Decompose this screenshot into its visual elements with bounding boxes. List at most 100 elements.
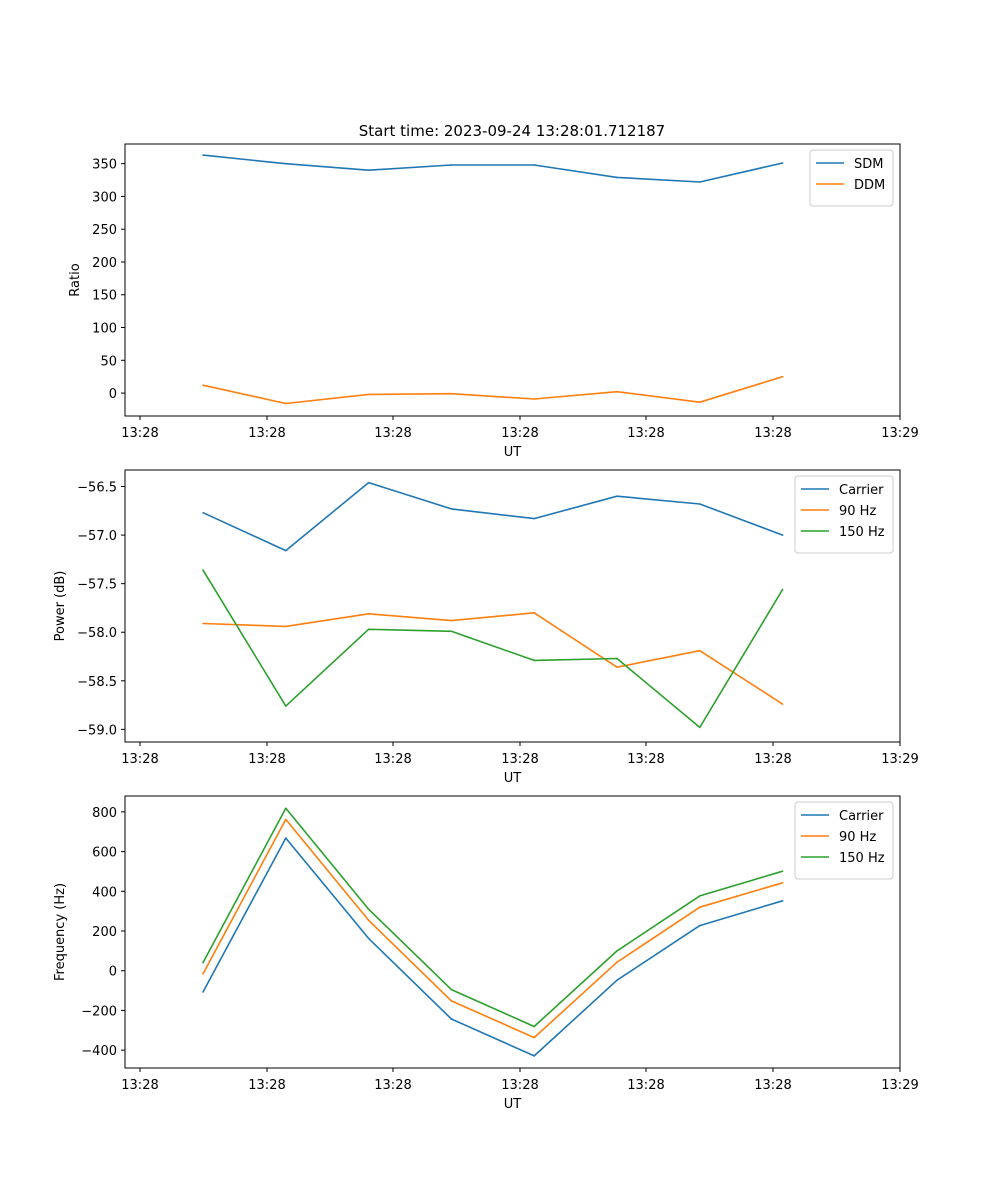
y-tick-label: 800 bbox=[92, 806, 117, 821]
data-point bbox=[367, 612, 370, 615]
data-point bbox=[450, 1000, 453, 1002]
data-point bbox=[202, 569, 204, 571]
data-point bbox=[699, 906, 701, 908]
data-point bbox=[616, 950, 618, 952]
data-point bbox=[285, 162, 287, 165]
y-tick-label: 200 bbox=[92, 925, 117, 940]
data-point bbox=[285, 625, 287, 628]
series-line bbox=[202, 818, 783, 1039]
data-point bbox=[285, 705, 287, 707]
data-point bbox=[285, 549, 287, 552]
y-tick-label: −57.0 bbox=[77, 529, 117, 544]
x-axis-label: UT bbox=[504, 1097, 522, 1112]
legend-frame bbox=[794, 475, 894, 554]
y-tick-label: −200 bbox=[81, 1004, 117, 1019]
subplot-1: 0 50 100 150 200 250 300 350 13:28 13:28 13:28 13:2… bbox=[68, 143, 919, 460]
x-tick-label: 13:28 bbox=[121, 426, 158, 441]
subplot-3: −400 −200 0 200 400 600 800 13:28 13:28 13:28 13:2… bbox=[53, 795, 919, 1112]
data-point bbox=[533, 612, 535, 614]
y-tick-label: 300 bbox=[92, 190, 117, 205]
legend-label: Carrier bbox=[839, 809, 884, 824]
series-line bbox=[202, 837, 783, 1057]
data-point bbox=[781, 870, 784, 873]
y-tick-label: −59.0 bbox=[77, 723, 117, 738]
data-point bbox=[699, 726, 701, 729]
y-tick-label: 400 bbox=[92, 885, 117, 900]
y-tick-label: 200 bbox=[92, 256, 117, 271]
data-point bbox=[533, 164, 535, 166]
data-point bbox=[367, 393, 370, 396]
y-tick-label: 250 bbox=[92, 223, 117, 238]
series-line bbox=[202, 481, 783, 552]
y-tick-label: −58.0 bbox=[77, 626, 117, 641]
data-point bbox=[202, 961, 204, 964]
x-tick-label: 13:28 bbox=[501, 426, 538, 441]
data-point bbox=[450, 988, 453, 991]
x-tick-label: 13:29 bbox=[881, 1078, 918, 1093]
data-point bbox=[616, 666, 618, 668]
data-point bbox=[202, 154, 204, 156]
data-point bbox=[202, 622, 204, 625]
data-point bbox=[367, 481, 370, 484]
data-point bbox=[781, 900, 784, 902]
axes-frame bbox=[124, 143, 901, 417]
x-tick-label: 13:28 bbox=[248, 752, 285, 767]
data-point bbox=[533, 398, 535, 400]
subplot-2: −59.0 −58.5 −58.0 −57.5 −57.0 −56.5 13:28 13:28… bbox=[53, 469, 919, 786]
y-axis-label: Frequency (Hz) bbox=[53, 883, 68, 981]
legend-label: 150 Hz bbox=[839, 525, 885, 540]
data-point bbox=[202, 973, 204, 975]
data-point bbox=[533, 517, 535, 520]
legend-label: DDM bbox=[854, 178, 885, 193]
data-point bbox=[450, 619, 453, 622]
plots: 0 50 100 150 200 250 300 350 13:28 13:28 13:28 13:2… bbox=[53, 143, 919, 1112]
series-line bbox=[202, 154, 783, 183]
y-tick-label: −400 bbox=[81, 1044, 117, 1059]
legend: Carrier 90 Hz 150 Hz bbox=[794, 475, 894, 554]
y-tick-label: 150 bbox=[92, 289, 117, 304]
axes-frame bbox=[124, 469, 901, 743]
legend-label: 90 Hz bbox=[839, 504, 876, 519]
series-line bbox=[202, 807, 783, 1028]
x-tick-label: 13:28 bbox=[374, 426, 411, 441]
data-point bbox=[616, 495, 618, 498]
data-point bbox=[367, 919, 370, 922]
data-point bbox=[616, 176, 618, 179]
data-point bbox=[699, 895, 701, 897]
x-tick-label: 13:28 bbox=[248, 426, 285, 441]
y-tick-label: 50 bbox=[100, 354, 117, 369]
x-tick-label: 13:29 bbox=[881, 752, 918, 767]
legend-frame bbox=[809, 149, 894, 207]
legend-frame bbox=[794, 801, 894, 880]
y-axis-label: Ratio bbox=[68, 263, 83, 296]
series-line bbox=[202, 569, 784, 729]
data-point bbox=[781, 375, 784, 378]
data-point bbox=[285, 818, 287, 821]
y-tick-label: −57.5 bbox=[77, 578, 117, 593]
data-point bbox=[781, 588, 784, 591]
x-tick-label: 13:28 bbox=[374, 752, 411, 767]
data-point bbox=[367, 628, 370, 631]
y-tick-label: −58.5 bbox=[77, 675, 117, 690]
data-point bbox=[616, 961, 618, 963]
y-tick-label: 0 bbox=[109, 387, 117, 402]
x-tick-label: 13:28 bbox=[501, 752, 538, 767]
legend-label: 150 Hz bbox=[839, 851, 885, 866]
legend-label: 90 Hz bbox=[839, 830, 876, 845]
x-tick-label: 13:28 bbox=[754, 1078, 791, 1093]
data-point bbox=[699, 649, 701, 652]
x-tick-label: 13:28 bbox=[374, 1078, 411, 1093]
series-line bbox=[202, 611, 784, 705]
x-tick-label: 13:28 bbox=[248, 1078, 285, 1093]
data-point bbox=[616, 657, 618, 660]
data-point bbox=[699, 181, 701, 183]
data-point bbox=[450, 164, 453, 166]
data-point bbox=[699, 401, 701, 404]
data-point bbox=[450, 1018, 453, 1020]
y-tick-label: −56.5 bbox=[77, 481, 117, 496]
legend: SDM DDM bbox=[809, 149, 894, 207]
data-point bbox=[450, 508, 453, 510]
x-tick-label: 13:28 bbox=[121, 1078, 158, 1093]
y-axis-label: Power (dB) bbox=[53, 571, 68, 642]
